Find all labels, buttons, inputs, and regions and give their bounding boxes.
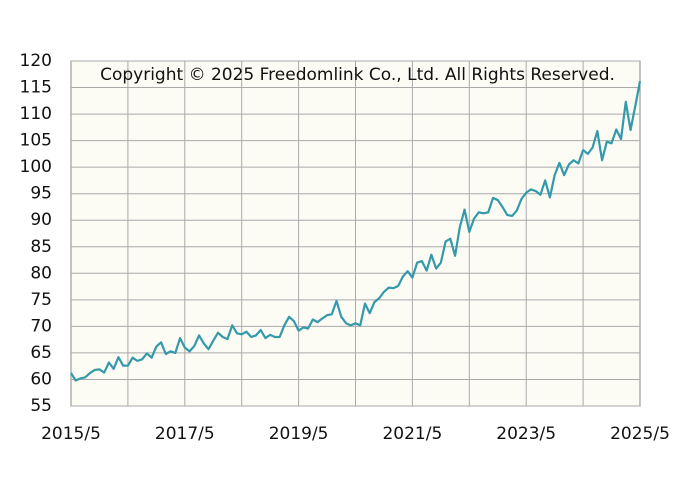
y-tick-label: 120	[20, 51, 52, 71]
y-tick-label: 55	[30, 396, 52, 416]
y-tick-label: 100	[20, 157, 52, 177]
y-tick-label: 115	[20, 78, 52, 98]
x-tick-label: 2021/5	[382, 424, 442, 444]
x-tick-label: 2019/5	[269, 424, 329, 444]
y-tick-label: 80	[30, 263, 52, 283]
y-tick-label: 75	[30, 290, 52, 310]
y-tick-label: 110	[20, 104, 52, 124]
x-tick-label: 2015/5	[41, 424, 101, 444]
y-tick-label: 65	[30, 343, 52, 363]
y-tick-label: 70	[30, 316, 52, 336]
annotation: Copyright © 2025 Freedomlink Co., Ltd. A…	[100, 65, 615, 85]
x-tick-label: 2023/5	[496, 424, 556, 444]
x-tick-label: 2025/5	[610, 424, 670, 444]
y-tick-label: 85	[30, 237, 52, 257]
y-tick-label: 95	[30, 184, 52, 204]
y-tick-label: 60	[30, 369, 52, 389]
y-tick-label: 105	[20, 131, 52, 151]
x-tick-label: 2017/5	[155, 424, 215, 444]
data-line	[70, 80, 642, 382]
y-tick-label: 90	[30, 210, 52, 230]
